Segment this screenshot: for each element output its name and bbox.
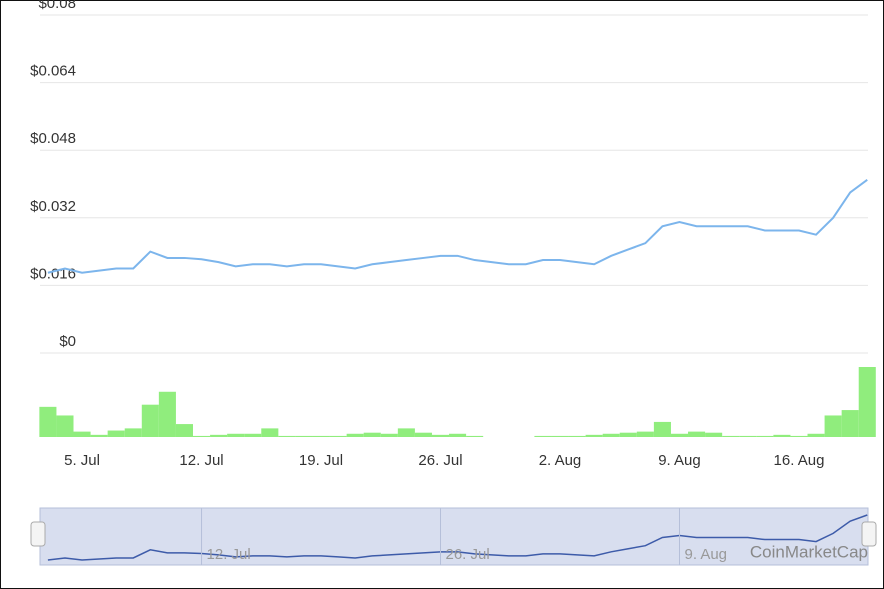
volume-bar <box>244 433 262 437</box>
y-tick-label: $0.048 <box>30 130 76 147</box>
volume-bar <box>124 428 142 437</box>
volume-bar <box>158 391 176 437</box>
navigator-handle[interactable] <box>30 521 46 547</box>
x-tick-label: 9. Aug <box>658 452 701 469</box>
volume-bar <box>466 435 484 437</box>
volume-bar <box>227 433 245 437</box>
y-tick-label: $0.032 <box>30 198 76 215</box>
y-tick-label: $0 <box>59 333 76 350</box>
navigator-label: 26. Jul <box>446 546 490 563</box>
volume-bar <box>278 435 296 437</box>
volume-bar <box>363 432 381 437</box>
volume-bar <box>329 435 347 437</box>
volume-bar <box>807 433 825 437</box>
x-tick-label: 2. Aug <box>539 452 582 469</box>
volume-bar <box>619 432 637 437</box>
volume-bar <box>295 435 313 437</box>
y-tick-label: $0.064 <box>30 63 76 80</box>
volume-bar <box>312 435 330 437</box>
volume-bar <box>824 415 842 437</box>
volume-bar <box>551 435 569 437</box>
navigator-line <box>47 514 868 561</box>
navigator-label: 9. Aug <box>684 546 727 563</box>
volume-bar <box>602 433 620 437</box>
volume-bar <box>653 421 671 437</box>
x-tick-label: 5. Jul <box>64 452 100 469</box>
volume-bar <box>705 432 723 437</box>
volume-bar <box>192 435 211 437</box>
volume-bar <box>449 433 467 437</box>
volume-bar <box>107 430 125 437</box>
volume-bar <box>585 434 603 437</box>
volume-bar <box>790 435 808 437</box>
volume-bar <box>210 434 228 437</box>
volume-bar <box>175 424 193 437</box>
x-tick-label: 12. Jul <box>179 452 223 469</box>
volume-bar <box>261 428 279 437</box>
volume-bar <box>39 406 57 437</box>
volume-bar <box>756 435 774 437</box>
volume-bar <box>670 433 689 437</box>
y-tick-label: $0.016 <box>30 265 76 282</box>
navigator-handle[interactable] <box>861 521 877 547</box>
volume-bar <box>636 431 654 437</box>
volume-bar <box>773 434 791 437</box>
volume-bar <box>380 433 398 437</box>
volume-bar <box>534 435 552 437</box>
volume-bar <box>346 433 364 437</box>
price-line <box>47 178 868 274</box>
x-tick-label: 19. Jul <box>299 452 343 469</box>
volume-bar <box>397 428 415 437</box>
navigator-window[interactable] <box>39 507 869 566</box>
x-tick-label: 26. Jul <box>418 452 462 469</box>
volume-bar <box>568 435 586 437</box>
volume-bar <box>431 434 450 437</box>
volume-bar <box>841 410 859 437</box>
volume-bar <box>56 415 74 437</box>
volume-bar <box>414 432 432 437</box>
y-tick-label: $0.08 <box>38 0 76 12</box>
volume-bar <box>722 435 740 437</box>
volume-bar <box>739 435 757 437</box>
navigator-label: 12. Jul <box>207 546 251 563</box>
volume-bar <box>688 431 706 437</box>
volume-bar <box>90 434 108 437</box>
volume-bar <box>858 367 876 437</box>
volume-bar <box>73 431 91 437</box>
volume-bar <box>141 404 159 437</box>
x-tick-label: 16. Aug <box>774 452 825 469</box>
watermark: CoinMarketCap <box>750 542 868 561</box>
